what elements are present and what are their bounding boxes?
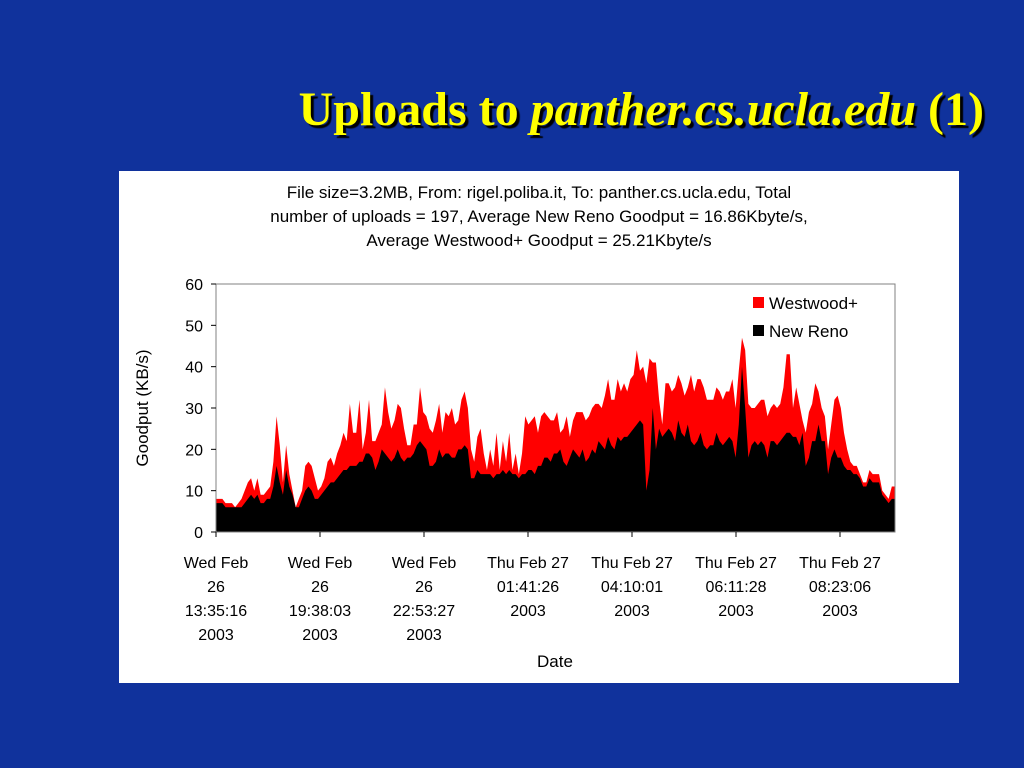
chart-title-line-2: number of uploads = 197, Average New Ren… [270, 207, 808, 226]
slide-title-suffix: (1) [916, 83, 984, 136]
legend-swatch-newreno [753, 325, 764, 336]
legend-swatch-westwood [753, 297, 764, 308]
chart-title: File size=3.2MB, From: rigel.poliba.it, … [119, 181, 959, 253]
y-axis-label: Goodput (KB/s) [133, 349, 152, 466]
x-tick-label: Wed Feb 26 22:53:27 2003 [392, 555, 457, 644]
legend-label-westwood: Westwood+ [769, 294, 858, 313]
slide-title-prefix: Uploads to [298, 83, 531, 136]
x-tick-label: Thu Feb 27 01:41:26 2003 [487, 555, 569, 620]
x-axis: Wed Feb 26 13:35:16 2003 Wed Feb 26 19:38:03 20… [184, 532, 881, 644]
x-tick-label: Thu Feb 27 04:10:01 2003 [591, 555, 673, 620]
x-tick-label: Thu Feb 27 06:11:28 2003 [695, 555, 777, 620]
plot-area [216, 337, 895, 532]
area-series-newreno [216, 366, 895, 532]
slide-title: Uploads to panther.cs.ucla.edu (1) [0, 82, 984, 137]
chart-title-line-1: File size=3.2MB, From: rigel.poliba.it, … [286, 183, 792, 202]
y-tick-label: 30 [185, 401, 203, 418]
legend-label-newreno: New Reno [769, 322, 848, 341]
x-axis-label: Date [537, 652, 573, 671]
y-tick-label: 10 [185, 484, 203, 501]
y-tick-label: 60 [185, 277, 203, 294]
y-tick-label: 0 [194, 525, 203, 542]
x-tick-label: Wed Feb 26 19:38:03 2003 [288, 555, 353, 644]
legend: Westwood+ New Reno [753, 294, 858, 341]
y-tick-label: 50 [185, 318, 203, 335]
y-axis: 0 10 20 30 40 50 60 [185, 277, 216, 542]
chart-panel: File size=3.2MB, From: rigel.poliba.it, … [119, 171, 959, 683]
slide-title-host: panther.cs.ucla.edu [530, 83, 917, 136]
y-tick-label: 40 [185, 360, 203, 377]
x-tick-label: Wed Feb 26 13:35:16 2003 [184, 555, 249, 644]
x-tick-label: Thu Feb 27 08:23:06 2003 [799, 555, 881, 620]
y-tick-label: 20 [185, 442, 203, 459]
chart-title-line-3: Average Westwood+ Goodput = 25.21Kbyte/s [366, 231, 712, 250]
